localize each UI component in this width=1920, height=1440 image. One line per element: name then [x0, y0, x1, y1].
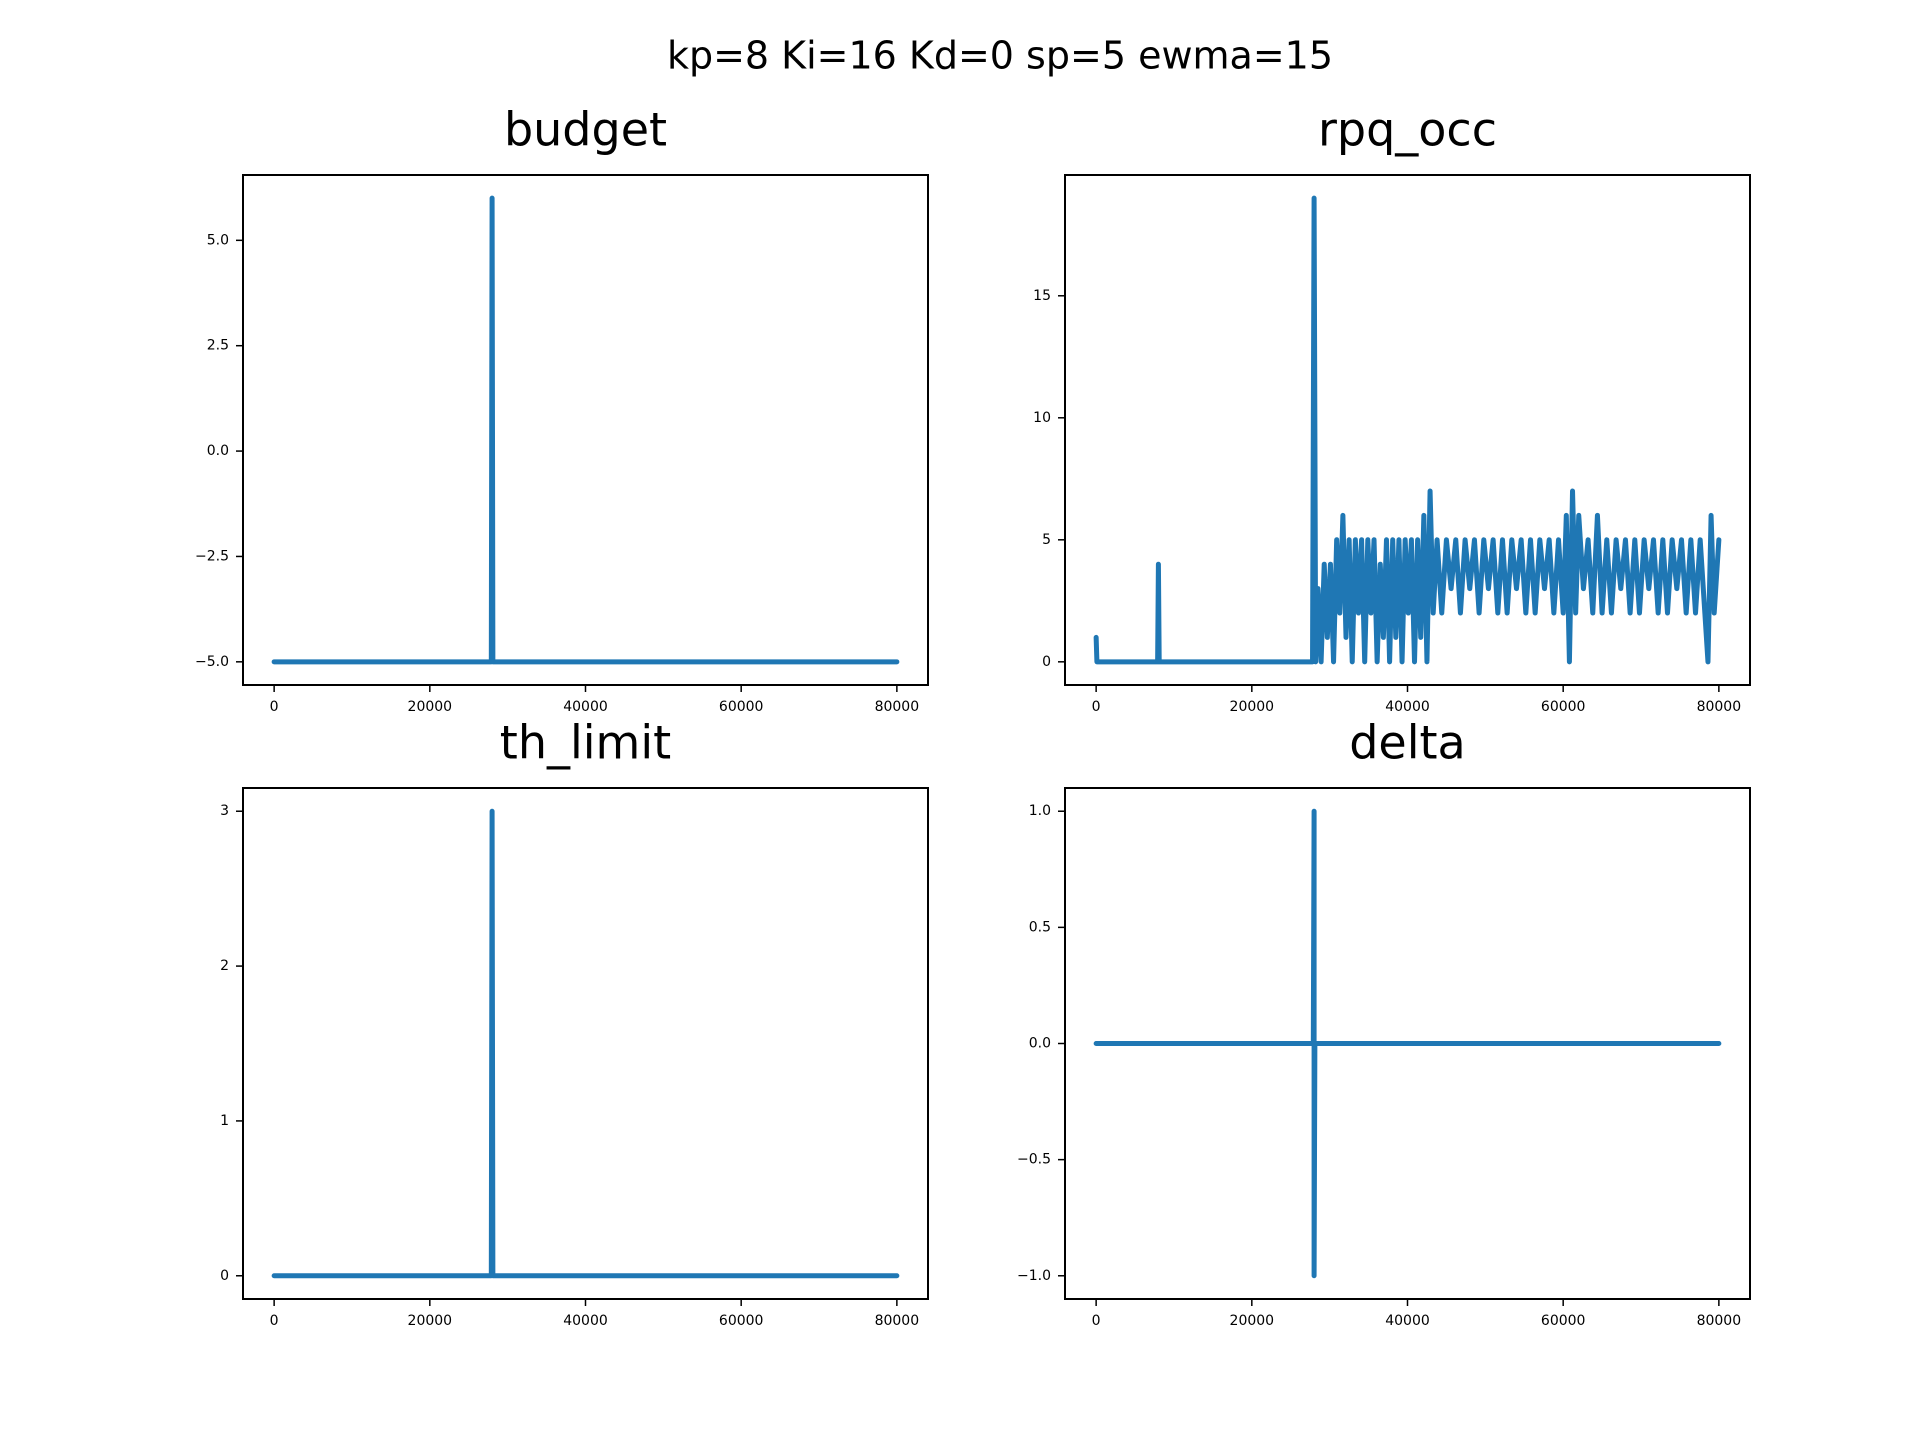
subplot-title: delta: [1349, 716, 1466, 770]
figure-title: kp=8 Ki=16 Kd=0 sp=5 ewma=15: [667, 34, 1333, 78]
x-tick-label: 80000: [875, 699, 920, 715]
x-tick-label: 60000: [1541, 1313, 1586, 1329]
x-tick-label: 80000: [1697, 699, 1742, 715]
x-tick-label: 40000: [1385, 1313, 1430, 1329]
y-tick-label: 1.0: [1029, 803, 1051, 819]
y-tick-label: 0: [220, 1268, 229, 1284]
x-tick-label: 20000: [408, 1313, 453, 1329]
axes-frame: [1064, 174, 1751, 686]
x-tick-label: 20000: [1230, 699, 1275, 715]
data-line: [1093, 808, 1722, 1279]
plot-area: [1093, 808, 1722, 1279]
y-tick-label: 5: [1042, 532, 1051, 548]
data-line: [271, 195, 900, 665]
x-tick-label: 20000: [1230, 1313, 1275, 1329]
x-tick-label: 60000: [1541, 699, 1586, 715]
subplot-title: th_limit: [500, 716, 671, 770]
y-tick-label: 2.5: [207, 338, 229, 354]
y-tick-label: 0: [1042, 654, 1051, 670]
y-tick-label: 2: [220, 958, 229, 974]
x-tick-label: 60000: [719, 1313, 764, 1329]
y-tick-label: 5.0: [207, 232, 229, 248]
y-tick-label: −5.0: [195, 654, 229, 670]
y-tick-label: 15: [1033, 288, 1051, 304]
y-tick-label: −2.5: [195, 548, 229, 564]
x-tick-label: 40000: [1385, 699, 1430, 715]
axes-frame: [1064, 787, 1751, 1300]
axes-frame: [242, 787, 929, 1300]
x-tick-label: 40000: [563, 1313, 608, 1329]
x-tick-label: 0: [1092, 1313, 1101, 1329]
plot-area: [271, 808, 900, 1279]
x-tick-label: 80000: [875, 1313, 920, 1329]
x-tick-label: 60000: [719, 699, 764, 715]
data-line: [271, 808, 900, 1279]
x-tick-label: 20000: [408, 699, 453, 715]
y-tick-label: 0.0: [207, 443, 229, 459]
plot-area: [1093, 195, 1722, 665]
subplot-title: budget: [504, 103, 667, 157]
x-tick-label: 80000: [1697, 1313, 1742, 1329]
y-tick-label: 1: [220, 1113, 229, 1129]
y-tick-label: 3: [220, 803, 229, 819]
x-tick-label: 0: [270, 699, 279, 715]
x-tick-label: 0: [270, 1313, 279, 1329]
plot-area: [271, 195, 900, 665]
y-tick-label: 0.0: [1029, 1036, 1051, 1052]
x-tick-label: 0: [1092, 699, 1101, 715]
axes-frame: [242, 174, 929, 686]
subplot-title: rpq_occ: [1318, 103, 1497, 157]
y-tick-label: −0.5: [1017, 1152, 1051, 1168]
data-line: [1093, 195, 1722, 665]
x-tick-label: 40000: [563, 699, 608, 715]
y-tick-label: 0.5: [1029, 919, 1051, 935]
y-tick-label: 10: [1033, 410, 1051, 426]
y-tick-label: −1.0: [1017, 1268, 1051, 1284]
